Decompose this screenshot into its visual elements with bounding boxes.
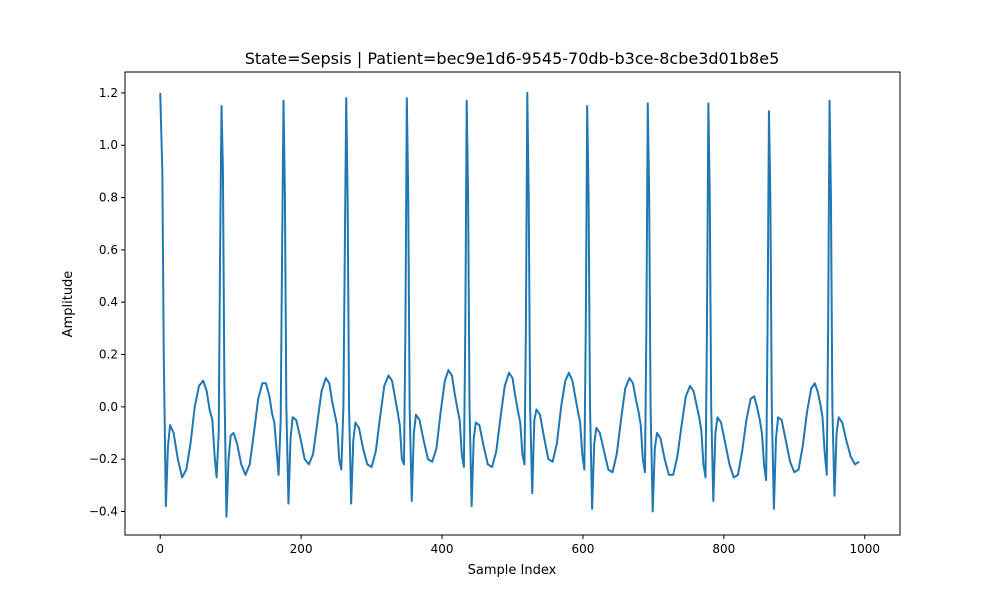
y-tick-label: −0.2 xyxy=(89,452,118,466)
x-axis: 0 200 400 600 800 1000 xyxy=(156,535,880,556)
y-tick-label: 1.0 xyxy=(99,138,118,152)
x-tick-label: 200 xyxy=(290,542,313,556)
y-tick-label: 0.0 xyxy=(99,400,118,414)
y-axis-label: Amplitude xyxy=(61,271,76,338)
x-tick-label: 600 xyxy=(572,542,595,556)
x-tick-label: 400 xyxy=(431,542,454,556)
y-tick-label: 1.2 xyxy=(99,86,118,100)
x-tick-label: 0 xyxy=(156,542,164,556)
x-tick-label: 1000 xyxy=(849,542,880,556)
series-line-0 xyxy=(159,91,860,518)
x-axis-label: Sample Index xyxy=(468,563,557,578)
y-tick-label: −0.4 xyxy=(89,504,118,518)
y-tick-label: 0.4 xyxy=(99,295,118,309)
y-axis: −0.4 −0.2 0.0 0.2 0.4 0.6 0.8 1.0 1.2 xyxy=(89,86,125,518)
chart-title: State=Sepsis | Patient=bec9e1d6-9545-70d… xyxy=(245,49,780,68)
y-tick-label: 0.8 xyxy=(99,191,118,205)
y-tick-label: 0.6 xyxy=(99,243,118,257)
y-tick-label: 0.2 xyxy=(99,348,118,362)
plot-frame xyxy=(124,71,901,536)
x-tick-label: 800 xyxy=(712,542,735,556)
